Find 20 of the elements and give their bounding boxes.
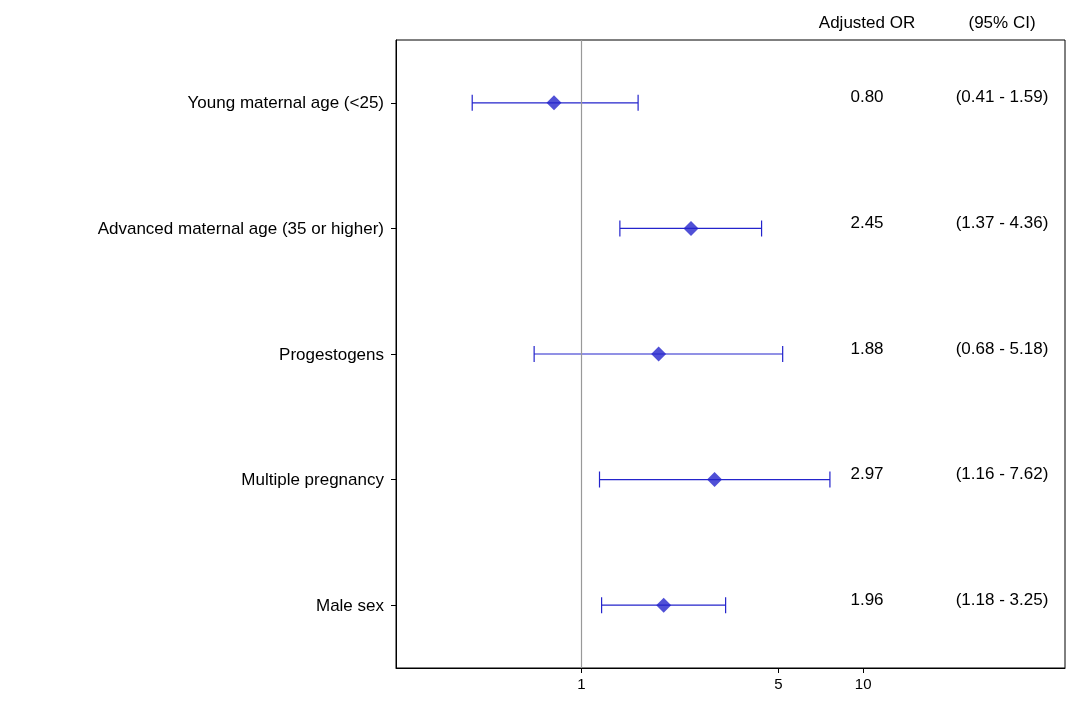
y-tick-label: Young maternal age (<25) (187, 93, 384, 113)
x-tick-label: 1 (577, 675, 586, 692)
annotation: (1.16 - 7.62) (955, 464, 1049, 484)
x-tick-label: 5 (774, 675, 783, 692)
annotation: 1.88 (850, 338, 884, 358)
text: Adjusted OR (818, 12, 916, 32)
text: (95% CI) (968, 12, 1036, 32)
x-tick-label: 10 (854, 675, 872, 692)
annotation: (0.68 - 5.18) (955, 338, 1049, 358)
annotation: 0.80 (850, 87, 884, 107)
annotation: (0.41 - 1.59) (955, 87, 1049, 107)
annotation: (1.37 - 4.36) (955, 212, 1049, 232)
annotation: 2.45 (850, 212, 884, 232)
annotation: 1.96 (850, 589, 884, 609)
y-tick-label: Male sex (315, 595, 385, 615)
y-tick-label: Advanced maternal age (35 or higher) (97, 218, 384, 238)
annotation: 2.97 (850, 464, 884, 484)
annotation: (1.18 - 3.25) (955, 589, 1049, 609)
y-tick-label: Multiple pregnancy (241, 470, 385, 490)
y-tick-label: Progestogens (279, 344, 384, 364)
